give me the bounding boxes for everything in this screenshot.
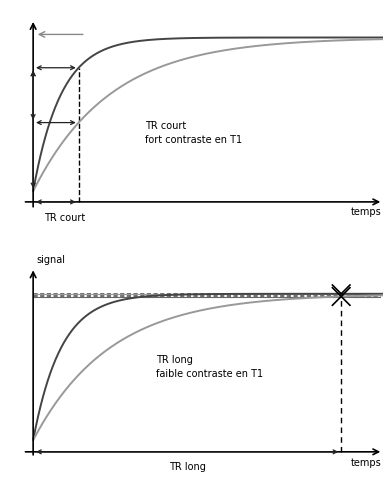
Text: TR long
faible contraste en T1: TR long faible contraste en T1 — [156, 355, 263, 379]
Text: TR court
fort contraste en T1: TR court fort contraste en T1 — [145, 121, 242, 145]
Text: TR long: TR long — [169, 462, 206, 472]
Text: TR court: TR court — [45, 213, 86, 223]
Text: temps: temps — [351, 458, 382, 468]
Text: signal: signal — [37, 254, 66, 265]
Text: temps: temps — [351, 207, 382, 216]
